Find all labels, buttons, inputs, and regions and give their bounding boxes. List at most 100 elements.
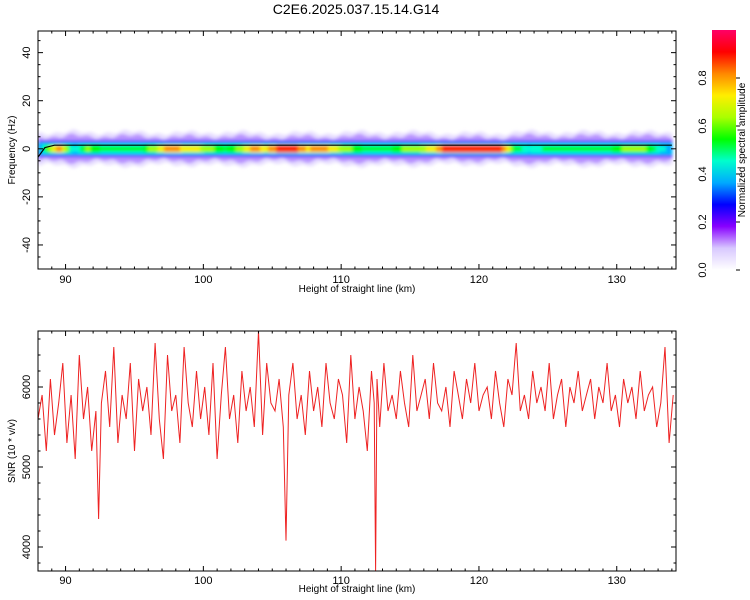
spectrogram-cell — [544, 146, 547, 152]
spectrogram-cell — [410, 146, 413, 152]
spectrogram-cell — [212, 146, 215, 152]
spectrogram-cell — [266, 146, 269, 152]
spectrogram-cell — [638, 146, 641, 152]
spectrogram-cell — [76, 146, 79, 152]
spectrogram-cell — [340, 146, 343, 152]
spectrogram-cell — [586, 146, 589, 152]
spectrogram-cell — [246, 146, 249, 152]
spectrogram-cell — [336, 146, 339, 152]
spectrogram-cell — [416, 146, 419, 152]
spectrogram-cell — [430, 146, 433, 152]
spectrogram-cell — [618, 146, 621, 152]
spectrogram-cell — [492, 146, 495, 152]
spectrogram-cell — [216, 146, 219, 152]
spectrogram-cell — [264, 146, 267, 152]
spectrogram-cell — [482, 146, 485, 152]
spectrogram-cell — [626, 146, 629, 152]
spectrogram-cell — [182, 146, 185, 152]
spectrogram-cell — [532, 146, 535, 152]
spectrogram-cell — [472, 146, 475, 152]
spectrogram-cell — [222, 146, 225, 152]
spectrogram-cell — [666, 146, 669, 152]
spectrogram-cell — [576, 146, 579, 152]
spectrogram-cell — [630, 146, 633, 152]
spectrogram-cell — [382, 146, 385, 152]
spectrogram-cell — [574, 146, 577, 152]
spectrogram-cell — [276, 146, 279, 152]
spectrogram-cell — [468, 146, 471, 152]
colorbar-tick-label: 0.6 — [697, 118, 709, 133]
spectrogram-cell — [358, 146, 361, 152]
spectrogram-cell — [352, 146, 355, 152]
spectrogram-cell — [650, 146, 653, 152]
spectrogram-cell — [496, 146, 499, 152]
spectrogram-cell — [556, 146, 559, 152]
spectrogram-cell — [506, 146, 509, 152]
spectrogram-cell — [392, 146, 395, 152]
spectrogram-cell — [60, 146, 63, 152]
spectrogram-cell — [180, 146, 183, 152]
spectrogram-cell — [384, 146, 387, 152]
spectrogram-cell — [52, 146, 55, 152]
spectrogram-cell — [594, 146, 597, 152]
spectrogram-cell — [560, 146, 563, 152]
spectrogram-cell — [84, 146, 87, 152]
snr-xtick-label: 130 — [608, 575, 626, 587]
spectrogram-xtick-label: 90 — [59, 274, 71, 286]
spectrogram-cell — [388, 146, 391, 152]
colorbar-tick-label: 0.0 — [697, 262, 709, 277]
spectrogram-cell — [80, 146, 83, 152]
spectrogram-cell — [530, 146, 533, 152]
spectrogram-cell — [386, 146, 389, 152]
spectrogram-cell — [552, 146, 555, 152]
spectrogram-cell — [260, 146, 263, 152]
spectrogram-cell — [244, 146, 247, 152]
spectrogram-cell — [102, 146, 105, 152]
spectrogram-xtick-label: 120 — [470, 274, 488, 286]
spectrogram-cell — [100, 146, 103, 152]
spectrogram-cell — [590, 146, 593, 152]
spectrogram-cell — [562, 146, 565, 152]
spectrogram-cell — [132, 146, 135, 152]
spectrogram-cell — [128, 146, 131, 152]
spectrogram-cell — [462, 146, 465, 152]
spectrogram-cell — [376, 146, 379, 152]
spectrogram-xtick-label: 130 — [608, 274, 626, 286]
spectrogram-cell — [256, 146, 259, 152]
spectrogram-cell — [474, 146, 477, 152]
spectrogram-cell — [314, 146, 317, 152]
snr-panel: 90 100 110 120 130 4000 5000 6000 Height of str… — [7, 330, 677, 595]
spectrogram-cell — [510, 146, 513, 152]
spectrogram-cell — [568, 146, 571, 152]
spectrogram-cell — [158, 146, 161, 152]
spectrogram-cell — [440, 146, 443, 152]
spectrogram-cell — [310, 146, 313, 152]
spectrogram-cell — [82, 146, 85, 152]
spectrogram-cell — [42, 146, 45, 152]
colorbar-ticks: 0.0 0.2 0.4 0.6 0.8 — [697, 70, 740, 278]
spectrogram-cell — [66, 146, 69, 152]
spectrogram-cell — [332, 146, 335, 152]
spectrogram-cell — [636, 146, 639, 152]
spectrogram-cell — [374, 146, 377, 152]
spectrogram-cell — [566, 146, 569, 152]
spectrogram-cell — [610, 146, 613, 152]
spectrogram-cell — [190, 146, 193, 152]
spectrogram-cell — [54, 146, 57, 152]
spectrogram-cell — [108, 146, 111, 152]
spectrogram-cell — [480, 146, 483, 152]
spectrogram-cell — [344, 146, 347, 152]
spectrogram-cell — [654, 146, 657, 152]
spectrogram-cell — [188, 146, 191, 152]
spectrogram-cell — [490, 146, 493, 152]
spectrogram-cell — [110, 146, 113, 152]
spectrogram-cell — [424, 146, 427, 152]
spectrogram-cell — [48, 146, 51, 152]
spectrogram-cell — [454, 146, 457, 152]
spectrogram-cell — [114, 146, 117, 152]
spectrogram-cell — [174, 146, 177, 152]
spectrogram-cell — [434, 146, 437, 152]
spectrogram-cell — [200, 146, 203, 152]
spectrogram-cell — [604, 146, 607, 152]
spectrogram-cell — [362, 146, 365, 152]
